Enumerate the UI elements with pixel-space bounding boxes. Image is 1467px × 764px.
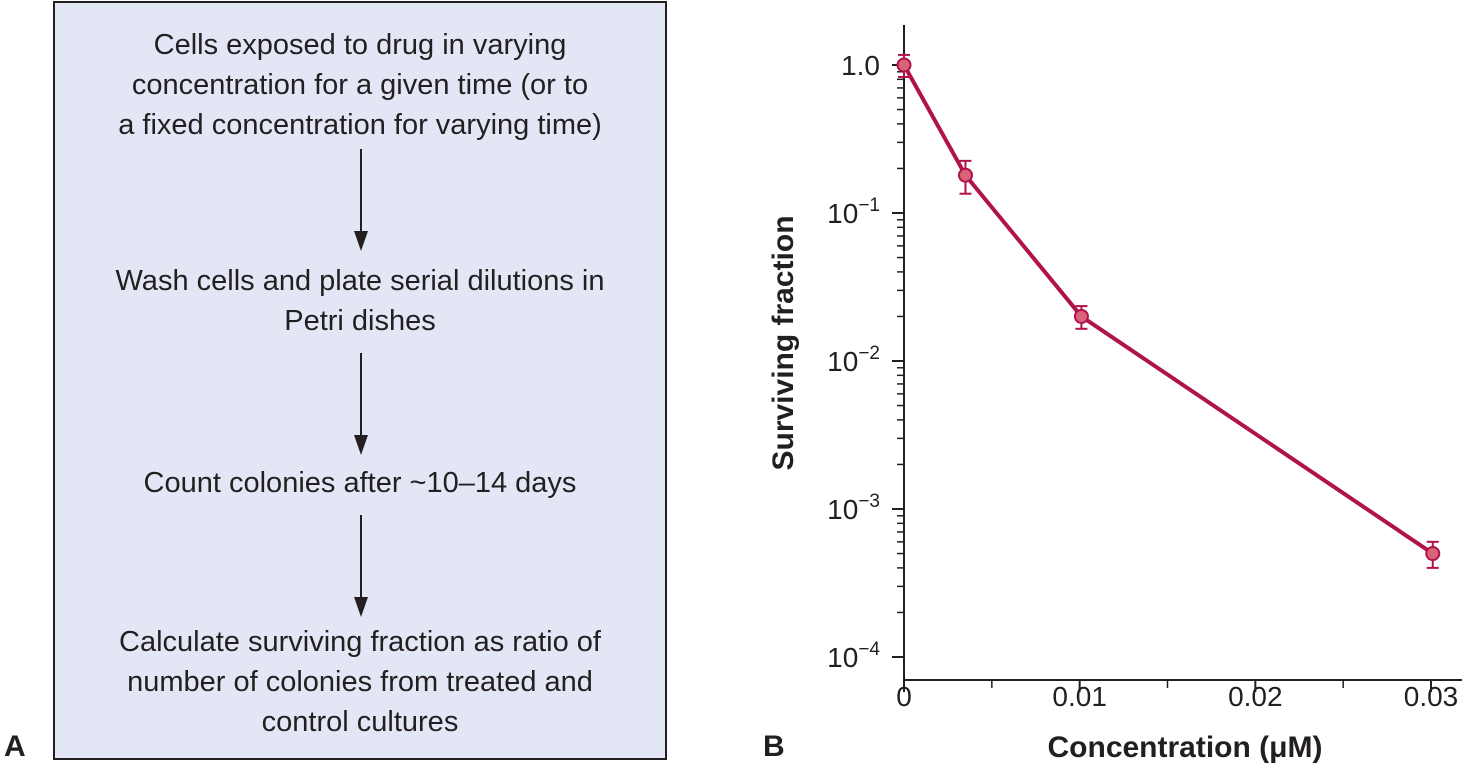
x-tick-label: 0.01 [1052,681,1107,712]
x-tick-label: 0 [896,681,912,712]
y-tick-label: 10−4 [827,639,880,673]
flow-step-count: Count colonies after ~10–14 days [143,467,577,499]
flow-step-wash-plate: Wash cells and plate serial dilutions in… [115,265,605,337]
y-tick-label: 10−1 [827,195,880,229]
flow-arrow-down-icon [354,515,368,617]
data-point [957,167,973,183]
data-point [1425,546,1441,562]
x-tick-label: 0.02 [1228,681,1283,712]
y-tick-label: 10−3 [827,491,880,525]
panel-a-label: A [4,730,26,763]
data-point [896,57,912,73]
y-tick-label: 10−2 [827,343,880,377]
data-point [1073,308,1089,324]
y-axis-title: Surviving fraction [767,215,800,470]
flow-step-calculate: Calculate surviving fraction as ratio of… [119,626,601,738]
x-axis-title: Concentration (μM) [1048,731,1323,764]
flow-arrow-down-icon [354,353,368,455]
series-line [902,64,1434,556]
flow-step-expose: Cells exposed to drug in varying concent… [118,29,602,141]
flowchart-box: Cells exposed to drug in varying concent… [53,1,667,760]
flow-arrow-down-icon [354,149,368,251]
panel-b-label: B [763,730,785,763]
y-tick-label: 1.0 [841,50,880,81]
x-tick-label: 0.03 [1404,681,1459,712]
